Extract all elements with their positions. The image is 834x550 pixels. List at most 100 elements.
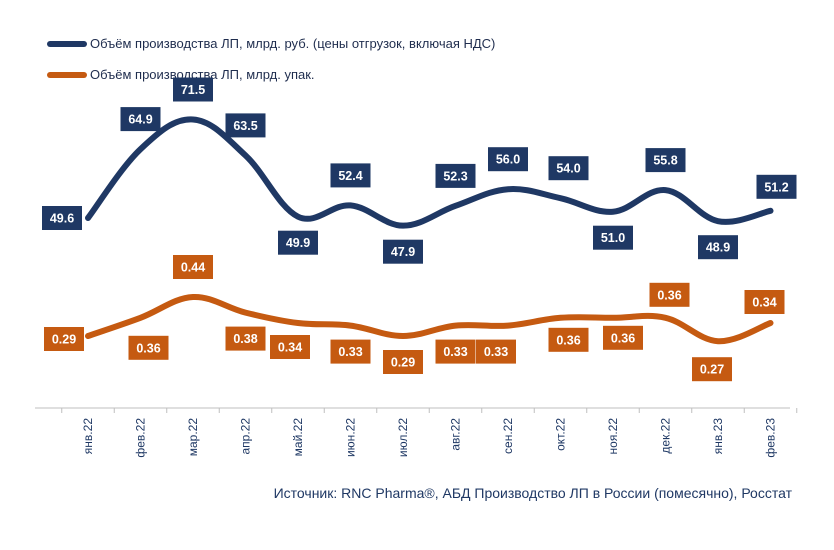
- data-label-box: [435, 163, 476, 188]
- data-label-text: 51.2: [764, 180, 788, 194]
- data-labels: 49.6 64.9 71.5 63.5 49.9 52.4 47.9 52.3 56.0 54.0…: [42, 77, 797, 382]
- data-label-box: [278, 230, 318, 255]
- x-tick-label: янв.22: [81, 418, 95, 455]
- data-label-text: 51.0: [601, 231, 625, 245]
- series-line-1: [85, 293, 774, 345]
- legend: Объём производства ЛП, млрд. руб. (цены …: [47, 36, 495, 82]
- data-label-series-0-9: 54.0: [548, 156, 589, 181]
- x-tick-label: ноя.22: [606, 418, 620, 455]
- data-label-text: 0.36: [556, 333, 580, 347]
- data-label-text: 63.5: [233, 119, 257, 133]
- data-label-box: [476, 339, 516, 364]
- data-label-box: [270, 335, 310, 359]
- data-label-box: [645, 148, 686, 173]
- data-label-text: 55.8: [653, 154, 677, 168]
- data-label-text: 0.33: [338, 345, 362, 359]
- data-label-text: 0.33: [484, 345, 508, 359]
- data-label-series-0-1: 64.9: [120, 107, 161, 132]
- data-label-series-1-10: 0.36: [603, 325, 643, 350]
- data-label-box: [698, 235, 738, 260]
- data-label-text: 47.9: [391, 245, 415, 259]
- data-label-box: [692, 357, 732, 382]
- x-tick-label: фев.23: [764, 418, 778, 458]
- x-tick-label: июн.22: [344, 418, 358, 457]
- series-lines: [85, 116, 774, 345]
- data-label-series-0-7: 52.3: [435, 163, 476, 188]
- data-label-series-0-11: 55.8: [645, 148, 686, 173]
- data-label-series-0-4: 49.9: [278, 230, 318, 255]
- data-label-box: [128, 335, 169, 360]
- data-label-series-0-0: 49.6: [42, 206, 82, 230]
- data-label-box: [756, 174, 797, 199]
- data-label-box: [488, 147, 528, 172]
- data-label-text: 0.34: [278, 341, 302, 355]
- data-label-text: 0.34: [752, 296, 776, 310]
- data-label-box: [173, 77, 213, 102]
- data-label-box: [42, 206, 82, 230]
- data-label-text: 49.6: [50, 212, 74, 226]
- data-label-text: 48.9: [706, 241, 730, 255]
- data-label-text: 0.38: [233, 332, 257, 346]
- data-label-text: 0.27: [700, 363, 724, 377]
- data-label-text: 0.29: [52, 333, 76, 347]
- legend-label-rub: Объём производства ЛП, млрд. руб. (цены …: [90, 36, 495, 51]
- data-label-text: 71.5: [181, 83, 205, 97]
- data-label-box: [383, 239, 423, 264]
- data-label-text: 0.29: [391, 356, 415, 370]
- data-label-series-1-8: 0.33: [476, 339, 516, 364]
- data-label-text: 52.4: [338, 169, 362, 183]
- data-label-text: 0.36: [136, 341, 160, 355]
- data-label-series-0-13: 51.2: [756, 174, 797, 199]
- data-label-text: 49.9: [286, 236, 310, 250]
- x-tick-label: дек.22: [659, 418, 673, 454]
- data-label-box: [173, 255, 213, 279]
- data-label-text: 0.36: [657, 288, 681, 302]
- data-label-series-1-0: 0.29: [44, 327, 84, 351]
- x-tick-label: май.22: [291, 418, 305, 457]
- data-label-box: [548, 156, 589, 181]
- data-label-text: 56.0: [496, 153, 520, 167]
- x-axis-ticks: янв.22 фев.22 мар.22 апр.22 май.22 июн.22 июл.…: [61, 408, 798, 458]
- data-label-box: [744, 290, 785, 314]
- x-tick-label: июл.22: [396, 418, 410, 457]
- data-label-series-1-11: 0.36: [649, 282, 690, 307]
- data-label-text: 64.9: [128, 113, 152, 127]
- data-label-series-1-6: 0.29: [383, 350, 423, 374]
- data-label-series-0-3: 63.5: [225, 113, 266, 138]
- data-label-box: [649, 282, 690, 307]
- data-label-series-1-3: 0.38: [225, 326, 266, 351]
- data-label-box: [435, 339, 476, 364]
- series-line-0: [85, 116, 774, 229]
- data-label-series-0-8: 56.0: [488, 147, 528, 172]
- source-note: Источник: RNC Pharma®, АБД Производство …: [274, 485, 793, 501]
- data-label-series-0-5: 52.4: [330, 163, 371, 188]
- data-label-series-1-1: 0.36: [128, 335, 169, 360]
- data-label-series-1-7: 0.33: [435, 339, 476, 364]
- data-label-box: [330, 163, 371, 188]
- data-label-series-1-12: 0.27: [692, 357, 732, 382]
- data-label-series-0-2: 71.5: [173, 77, 213, 102]
- data-label-box: [225, 326, 266, 351]
- data-label-box: [593, 225, 633, 250]
- data-label-series-1-4: 0.34: [270, 335, 310, 359]
- x-tick-label: окт.22: [554, 418, 568, 451]
- data-label-text: 52.3: [443, 169, 467, 183]
- x-tick-label: сен.22: [501, 418, 515, 454]
- data-label-series-1-13: 0.34: [744, 290, 785, 314]
- data-label-box: [225, 113, 266, 138]
- data-label-box: [120, 107, 161, 132]
- data-label-text: 0.36: [611, 331, 635, 345]
- legend-label-packs: Объём производства ЛП, млрд. упак.: [90, 67, 315, 82]
- x-tick-label: фев.22: [134, 418, 148, 458]
- data-label-series-0-10: 51.0: [593, 225, 633, 250]
- data-label-series-1-2: 0.44: [173, 255, 213, 279]
- data-label-box: [548, 327, 589, 352]
- x-tick-label: авг.22: [449, 418, 463, 451]
- data-label-series-0-6: 47.9: [383, 239, 423, 264]
- x-tick-label: апр.22: [239, 418, 253, 455]
- x-tick-label: мар.22: [186, 418, 200, 457]
- data-label-series-1-9: 0.36: [548, 327, 589, 352]
- data-label-box: [603, 325, 643, 350]
